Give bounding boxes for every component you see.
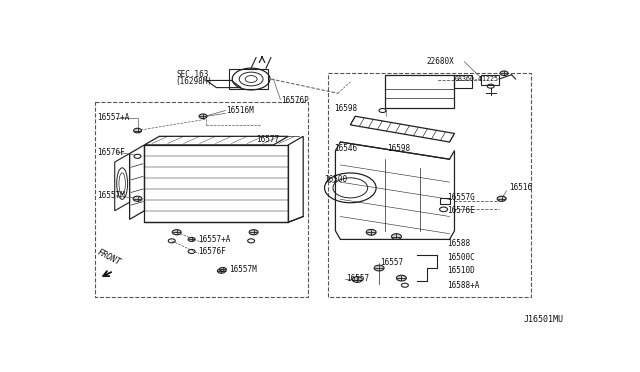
Text: FRONT: FRONT [95,248,122,267]
Text: 16557+A: 16557+A [97,113,130,122]
Text: (16298M): (16298M) [175,77,212,86]
Text: 16557M: 16557M [229,265,257,274]
Circle shape [366,230,376,235]
Text: 16576E: 16576E [447,206,475,215]
Text: 16576F: 16576F [97,148,125,157]
Text: 08360-41225: 08360-41225 [454,76,499,82]
Text: 16557G: 16557G [447,193,475,202]
Circle shape [188,237,195,241]
Text: 16577: 16577 [256,135,279,144]
Circle shape [133,196,142,201]
Circle shape [497,196,506,201]
Text: 22680X: 22680X [426,57,454,66]
Circle shape [172,230,181,235]
Text: 16557: 16557 [380,259,403,267]
Text: SEC.163: SEC.163 [177,70,209,79]
Circle shape [199,114,207,119]
Circle shape [249,230,258,235]
Text: 16598: 16598 [388,144,411,153]
Text: 16557+A: 16557+A [198,235,230,244]
Text: 16557M: 16557M [97,191,125,201]
Circle shape [396,275,406,281]
Circle shape [134,128,141,133]
Circle shape [220,267,227,272]
Text: 16598: 16598 [335,104,358,113]
Circle shape [218,269,225,273]
Circle shape [392,234,401,240]
Text: 16500: 16500 [324,175,348,184]
Text: 16516: 16516 [509,183,532,192]
Text: 16576F: 16576F [198,247,226,256]
Text: J16501MU: J16501MU [524,315,564,324]
Circle shape [500,71,508,76]
Circle shape [374,265,384,271]
Text: 16576P: 16576P [281,96,308,105]
Text: 16588+A: 16588+A [447,281,479,290]
Text: 16588: 16588 [447,239,470,248]
Text: 16557: 16557 [346,275,369,283]
Text: 16510D: 16510D [447,266,475,275]
Text: 16500C: 16500C [447,253,475,262]
Text: 16546: 16546 [335,144,358,153]
Text: 16516M: 16516M [227,106,254,115]
Circle shape [352,277,362,282]
